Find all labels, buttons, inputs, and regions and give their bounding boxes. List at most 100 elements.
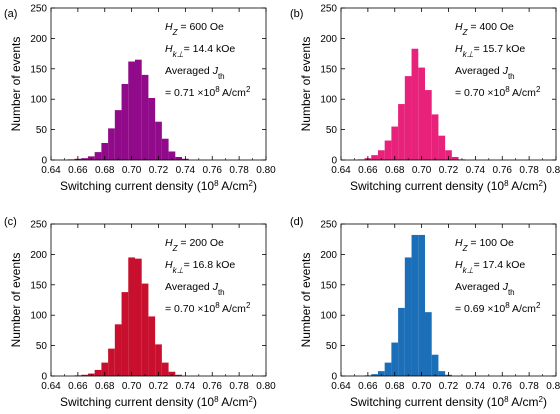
x-tick-label: 0.80 — [256, 381, 276, 392]
histogram-bar — [438, 135, 446, 160]
x-tick-label: 0.64 — [41, 165, 61, 176]
histogram-bar — [155, 344, 162, 376]
x-tick-label: 0.70 — [122, 381, 142, 392]
histogram-bar — [161, 362, 169, 376]
histogram-bar — [168, 151, 176, 160]
histogram-bar — [391, 126, 399, 160]
histogram-bar — [94, 152, 102, 160]
annotation-hk: Hk⊥= 14.4 kOe — [165, 43, 235, 59]
x-tick-label: 0.72 — [439, 381, 459, 392]
histogram-bar — [94, 369, 102, 376]
panel-c: 0.64 0.66 0.68 0.70 0.72 0.74 0.76 0.78 0.80 0 50 1… — [4, 216, 276, 409]
histogram-bar — [121, 84, 129, 160]
x-tick-label: 0.70 — [412, 381, 432, 392]
panel-label: (d) — [290, 216, 303, 228]
histogram-bar — [108, 128, 115, 160]
panel-d: 0.64 0.66 0.68 0.70 0.72 0.74 0.76 0.78 0.80 0 50 1… — [290, 216, 560, 409]
histogram-bar — [101, 142, 109, 160]
y-axis-label: Number of events — [299, 253, 313, 348]
y-tick-label: 0 — [331, 156, 337, 167]
y-tick-label: 250 — [320, 4, 337, 15]
histogram-bar — [141, 283, 149, 376]
y-tick-label: 200 — [30, 250, 47, 261]
x-tick-label: 0.64 — [331, 165, 351, 176]
y-tick-label: 100 — [30, 95, 47, 106]
histogram-bar — [377, 371, 385, 376]
x-tick-label: 0.72 — [439, 165, 459, 176]
histogram-bar — [404, 257, 412, 376]
y-tick-label: 50 — [36, 125, 48, 136]
histogram-bar — [431, 114, 439, 160]
x-tick-label: 0.76 — [493, 165, 513, 176]
panel-b: 0.64 0.66 0.68 0.70 0.72 0.74 0.76 0.78 0.80 0 50 1… — [290, 4, 560, 194]
x-tick-label: 0.72 — [149, 381, 169, 392]
x-tick-label: 0.64 — [41, 381, 61, 392]
x-tick-label: 0.78 — [229, 381, 249, 392]
histogram-bar — [148, 316, 156, 376]
x-tick-label: 0.68 — [385, 381, 405, 392]
histogram-bar — [134, 258, 142, 376]
x-tick-label: 0.68 — [95, 165, 115, 176]
x-tick-label: 0.70 — [412, 165, 432, 176]
histogram-bar — [451, 156, 459, 160]
x-tick-label: 0.76 — [493, 381, 513, 392]
plot-frame — [340, 7, 557, 161]
x-tick-label: 0.74 — [176, 165, 196, 176]
histogram-bar — [418, 67, 425, 160]
histogram-bar — [155, 121, 162, 160]
y-tick-label: 200 — [30, 34, 47, 45]
annotation-averaged: Averaged Jth — [455, 281, 515, 297]
annotation-averaged: Averaged Jth — [165, 281, 225, 297]
histogram-bar — [175, 156, 183, 160]
histogram-bar — [121, 292, 129, 376]
x-tick-label: 0.78 — [519, 165, 539, 176]
annotation-hk: Hk⊥= 16.8 kOe — [165, 259, 235, 275]
y-tick-label: 50 — [326, 125, 338, 136]
histogram-bar — [148, 97, 156, 160]
histogram-bar — [128, 61, 135, 160]
histogram-bar — [371, 155, 378, 160]
histogram-bar — [134, 59, 142, 160]
x-tick-label: 0.66 — [68, 381, 88, 392]
histogram-bar — [398, 104, 405, 160]
annotation-hz: HZ = 100 Oe — [455, 237, 514, 253]
annotation-averaged: Averaged Jth — [455, 65, 515, 81]
x-tick-label: 0.80 — [546, 381, 560, 392]
y-axis-label: Number of events — [9, 253, 23, 348]
x-tick-label: 0.66 — [358, 381, 378, 392]
histogram-bar — [377, 150, 385, 160]
histogram-bar — [391, 342, 399, 376]
histogram-bar — [81, 374, 88, 376]
histogram-bar — [175, 374, 183, 376]
x-axis-label: Switching current density (108 A/cm2) — [60, 395, 257, 410]
panel-label: (b) — [290, 8, 303, 20]
histogram-bar — [431, 354, 439, 376]
y-tick-label: 0 — [331, 372, 337, 383]
x-tick-label: 0.68 — [385, 165, 405, 176]
y-tick-label: 0 — [41, 372, 47, 383]
histogram-bar — [398, 307, 405, 376]
histogram-bar — [384, 362, 392, 376]
annotation-hz: HZ = 200 Oe — [165, 237, 224, 253]
y-tick-label: 150 — [320, 64, 337, 75]
annotation-hz: HZ = 400 Oe — [455, 21, 514, 37]
histogram-bar — [411, 234, 419, 376]
histogram-bar — [168, 371, 176, 376]
panel-a: 0.64 0.66 0.68 0.70 0.72 0.74 0.76 0.78 0.80 0 50 1… — [4, 4, 276, 194]
histogram-bar — [445, 150, 452, 160]
histogram-bar — [108, 348, 115, 376]
y-axis-label: Number of events — [9, 37, 23, 132]
x-tick-label: 0.66 — [68, 165, 88, 176]
y-tick-label: 250 — [320, 220, 337, 231]
y-tick-label: 100 — [320, 311, 337, 322]
x-tick-label: 0.70 — [122, 165, 142, 176]
histogram-bar — [128, 257, 135, 376]
histogram-bar — [141, 74, 149, 160]
y-tick-label: 200 — [320, 250, 337, 261]
histogram-bar — [384, 140, 392, 160]
annotation-hk: Hk⊥= 17.4 kOe — [455, 259, 525, 275]
y-tick-label: 150 — [320, 280, 337, 291]
annotation-jth-value: = 0.71 ×108 A/cm2 — [165, 85, 251, 100]
y-tick-label: 150 — [30, 280, 47, 291]
